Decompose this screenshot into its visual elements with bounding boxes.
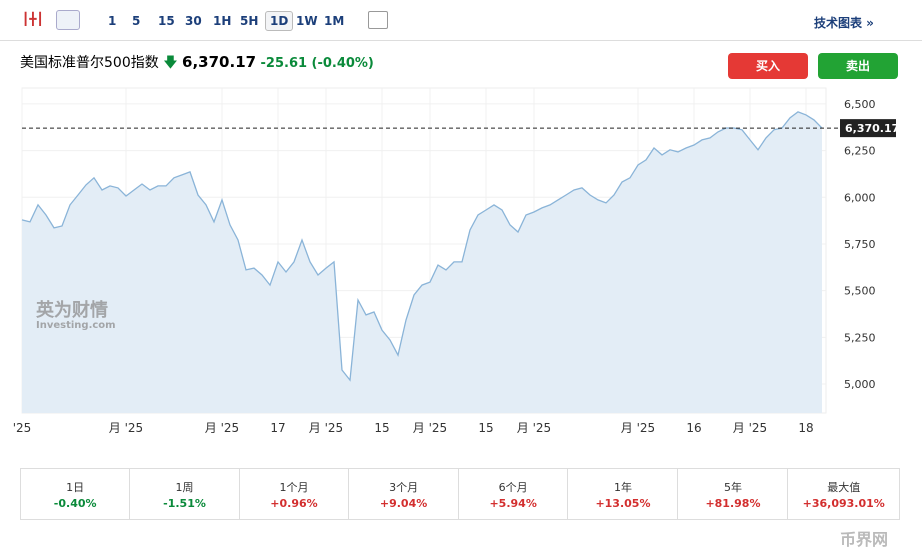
y-tick-label: 5,250: [844, 331, 876, 344]
period: 3个月: [389, 480, 419, 494]
performance-cell: 1日 -0.40%: [19, 468, 131, 520]
performance-cell: 1年 +13.05%: [567, 468, 679, 520]
period: 1年: [613, 480, 632, 494]
period: 1个月: [279, 480, 309, 494]
performance-cell: 6个月 +5.94%: [457, 468, 569, 520]
interval-selected[interactable]: 1D: [265, 11, 294, 31]
line-icon[interactable]: [56, 10, 80, 30]
period: 5年: [723, 480, 742, 494]
interval[interactable]: 1: [108, 14, 117, 28]
x-tick-label: 17: [270, 421, 285, 435]
change-percent: (-0.40%): [311, 56, 374, 71]
x-tick-label: 月 '25: [109, 421, 143, 435]
performance-row: 1日 -0.40% 1周 -1.51% 1个月 +0.96% 3个月 +9.04% 6个月 +5.…: [19, 468, 900, 520]
period-change: +36,093.01%: [802, 496, 885, 510]
change: -25.61: [260, 56, 308, 71]
performance-table: 1日 -0.40% 1周 -1.51% 1个月 +0.96% 3个月 +9.04% 6个月 +5.…: [19, 468, 900, 520]
performance-cell: 1个月 +0.96%: [238, 468, 350, 520]
period: 最大值: [827, 480, 861, 494]
corner-watermark: 币界网: [840, 530, 889, 549]
watermark-en: Investing.com: [36, 320, 116, 331]
last-price-label: 6,370.17: [845, 122, 899, 135]
down-arrow: 🡇: [163, 55, 178, 71]
quote-header: 美国标准普尔500指数 🡇 6,370.17 -25.61 (-0.40%): [20, 52, 374, 76]
interval[interactable]: 15: [158, 14, 175, 28]
performance-cell: 5年 +81.98%: [677, 468, 789, 520]
performance-cell: 3个月 +9.04%: [348, 468, 459, 520]
y-tick-label: 6,250: [844, 145, 876, 158]
x-tick-label: 16: [686, 421, 701, 435]
price-line: [21, 111, 823, 382]
price: 6,370.17: [182, 53, 257, 71]
area-fill: [22, 111, 822, 414]
x-tick-label: 月 '25: [621, 421, 655, 435]
period: 1日: [66, 480, 85, 494]
chart: 5,000 5,250 5,500 5,750 6,000 6,250 6,500 '25 月 …: [12, 87, 899, 435]
table-icon[interactable]: [368, 11, 388, 29]
tech-chart-link[interactable]: 技术图表 »: [814, 16, 874, 30]
x-tick-label: 月 '25: [733, 421, 767, 435]
interval[interactable]: 30: [185, 14, 202, 28]
y-tick-label: 6,500: [844, 98, 876, 111]
watermark-cn: 英为财情: [35, 299, 108, 321]
x-tick-label: 月 '25: [413, 421, 447, 435]
y-tick-label: 5,750: [844, 238, 876, 251]
x-tick-label: 15: [374, 421, 389, 435]
performance-cell: 1周 -1.51%: [129, 468, 240, 520]
period: 6个月: [498, 480, 528, 494]
y-tick-label: 6,000: [844, 191, 876, 204]
interval[interactable]: 1M: [324, 14, 345, 28]
interval[interactable]: 1W: [296, 14, 318, 28]
interval[interactable]: 5: [132, 14, 141, 28]
candle-icon[interactable]: ┃╋┃: [22, 12, 44, 26]
period-change: +13.05%: [595, 496, 651, 510]
y-tick-label: 5,500: [844, 285, 876, 298]
last-price-tag: [840, 119, 896, 138]
x-tick-label: 月 '25: [205, 421, 239, 435]
period-change: -0.40%: [53, 496, 97, 510]
period-change: +81.98%: [705, 496, 761, 510]
toolbar: ┃╋┃ 1 5 15 30 1H 5H 1D 1W 1M 技术图表 »: [0, 0, 922, 41]
sell-button[interactable]: 卖出: [818, 53, 898, 79]
x-tick-label: 18: [798, 421, 813, 435]
x-tick-label: 15: [478, 421, 493, 435]
period-change: +9.04%: [379, 496, 428, 510]
interval[interactable]: 5H: [240, 14, 259, 28]
y-tick-label: 5,000: [844, 378, 876, 391]
period-change: -1.51%: [163, 496, 206, 510]
instrument-name: 美国标准普尔500指数: [20, 55, 159, 71]
period-change: +5.94%: [489, 496, 537, 510]
x-tick-label: '25: [13, 421, 32, 435]
period-change: +0.96%: [270, 496, 318, 510]
x-tick-label: 月 '25: [309, 421, 343, 435]
performance-cell: 最大值 +36,093.01%: [787, 468, 900, 520]
x-tick-label: 月 '25: [517, 421, 551, 435]
buy-button[interactable]: 买入: [728, 53, 808, 79]
interval[interactable]: 1H: [213, 14, 232, 28]
period: 1周: [175, 480, 194, 494]
